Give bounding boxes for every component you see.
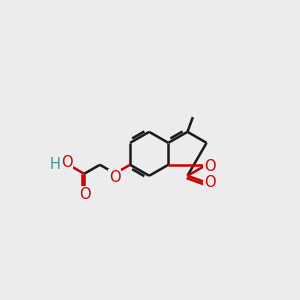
Text: H: H xyxy=(50,157,61,172)
Text: O: O xyxy=(79,187,90,202)
Text: O: O xyxy=(204,175,215,190)
Text: O: O xyxy=(109,169,120,184)
Text: O: O xyxy=(204,159,216,174)
Text: O: O xyxy=(61,155,73,170)
